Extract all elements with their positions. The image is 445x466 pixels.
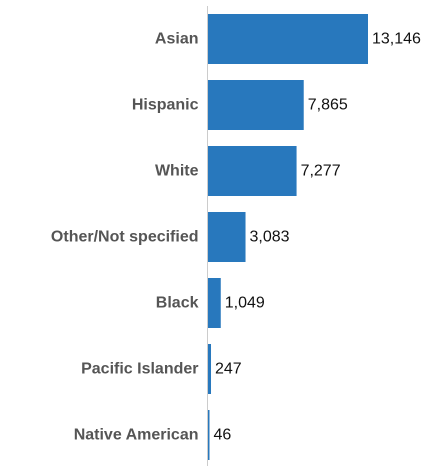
bar-asian: [208, 14, 368, 64]
bar-native-american: [208, 410, 210, 460]
value-label-white: 7,277: [301, 163, 341, 180]
category-label-other-not-specified: Other/Not specified: [51, 229, 199, 246]
value-label-pacific-islander: 247: [215, 361, 242, 378]
bar-pacific-islander: [208, 344, 212, 394]
category-label-pacific-islander: Pacific Islander: [81, 361, 198, 378]
value-label-other-not-specified: 3,083: [250, 229, 290, 246]
value-labels-group: 13,146 7,865 7,277 3,083 1,049 247 46: [214, 31, 422, 444]
value-label-hispanic: 7,865: [308, 97, 348, 114]
category-label-hispanic: Hispanic: [132, 97, 199, 114]
value-label-asian: 13,146: [372, 31, 421, 48]
bar-black: [208, 278, 221, 328]
category-label-white: White: [155, 163, 199, 180]
category-label-black: Black: [156, 295, 199, 312]
value-label-black: 1,049: [225, 295, 265, 312]
value-label-native-american: 46: [214, 427, 232, 444]
category-label-asian: Asian: [155, 31, 199, 48]
bar-white: [208, 146, 297, 196]
bar-hispanic: [208, 80, 304, 130]
bar-other-not-specified: [208, 212, 246, 262]
category-label-native-american: Native American: [74, 427, 199, 444]
category-labels-group: Asian Hispanic White Other/Not specified Bla…: [51, 31, 199, 444]
bars-group: [208, 14, 368, 460]
